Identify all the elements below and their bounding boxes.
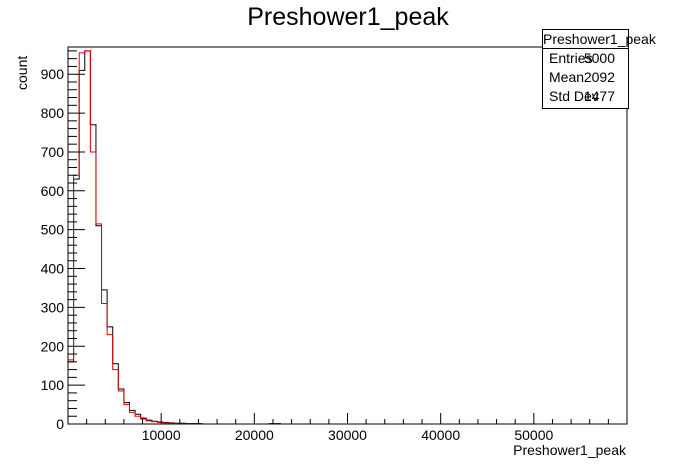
stats-label: Mean <box>549 69 585 85</box>
y-tick-label: 400 <box>41 261 65 277</box>
y-tick-label: 200 <box>41 338 65 354</box>
stats-title: Preshower1_peak <box>543 31 656 49</box>
y-tick-label: 500 <box>41 222 65 238</box>
y-tick-label: 900 <box>41 66 65 82</box>
y-tick-label: 800 <box>41 105 65 121</box>
x-tick-label: 20000 <box>235 427 274 443</box>
y-tick-label: 600 <box>41 183 65 199</box>
y-tick-label: 300 <box>41 299 65 315</box>
x-tick-label: 10000 <box>142 427 181 443</box>
y-tick-label: 0 <box>56 416 64 432</box>
x-tick-label: 30000 <box>328 427 367 443</box>
y-tick-label: 700 <box>41 144 65 160</box>
stats-value: 1477 <box>583 88 615 104</box>
stats-label: Std Dev <box>549 88 599 104</box>
x-tick-label: 40000 <box>421 427 460 443</box>
chart-title: Preshower1_peak <box>247 3 449 31</box>
stats-value: 2092 <box>583 69 615 85</box>
stats-box: Preshower1_peak Entries 5000 Mean 2092 S… <box>542 29 656 109</box>
stats-label: Entries <box>549 50 593 66</box>
stats-row-stddev: Std Dev 1477 <box>543 87 628 106</box>
stats-row-mean: Mean 2092 <box>543 68 628 87</box>
x-axis-label: Preshower1_peak <box>513 442 626 458</box>
stats-value: 5000 <box>583 50 615 66</box>
stats-row-entries: Entries 5000 <box>543 49 628 68</box>
y-tick-label: 100 <box>41 377 65 393</box>
x-tick-label: 50000 <box>514 427 553 443</box>
